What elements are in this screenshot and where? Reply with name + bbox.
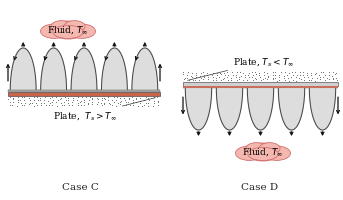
Ellipse shape bbox=[248, 147, 278, 161]
Polygon shape bbox=[130, 48, 160, 90]
Ellipse shape bbox=[50, 21, 86, 39]
Text: Plate,  $T_s > T_{\infty}$: Plate, $T_s > T_{\infty}$ bbox=[53, 98, 155, 121]
Text: Fluid, $T_{\infty}$: Fluid, $T_{\infty}$ bbox=[242, 146, 284, 158]
Ellipse shape bbox=[236, 146, 263, 160]
Polygon shape bbox=[8, 48, 38, 90]
Polygon shape bbox=[307, 88, 338, 130]
Ellipse shape bbox=[246, 143, 267, 154]
Polygon shape bbox=[214, 88, 245, 130]
Bar bbox=[8, 92, 160, 96]
Bar bbox=[183, 82, 338, 86]
Ellipse shape bbox=[64, 21, 85, 32]
Polygon shape bbox=[276, 88, 307, 130]
Polygon shape bbox=[183, 88, 214, 130]
Polygon shape bbox=[99, 48, 130, 90]
Ellipse shape bbox=[68, 24, 95, 38]
Ellipse shape bbox=[245, 143, 281, 161]
Bar bbox=[8, 90, 160, 92]
Polygon shape bbox=[69, 48, 99, 90]
Text: Case C: Case C bbox=[61, 184, 98, 192]
Text: Case D: Case D bbox=[241, 184, 279, 192]
Ellipse shape bbox=[53, 25, 83, 39]
Polygon shape bbox=[38, 48, 69, 90]
Bar bbox=[183, 86, 338, 88]
Ellipse shape bbox=[263, 146, 291, 160]
Ellipse shape bbox=[51, 21, 72, 32]
Text: Fluid, $T_{\infty}$: Fluid, $T_{\infty}$ bbox=[47, 24, 89, 36]
Ellipse shape bbox=[259, 143, 280, 154]
Ellipse shape bbox=[40, 24, 68, 38]
Polygon shape bbox=[245, 88, 276, 130]
Text: Plate, $T_s < T_{\infty}$: Plate, $T_s < T_{\infty}$ bbox=[188, 55, 294, 80]
